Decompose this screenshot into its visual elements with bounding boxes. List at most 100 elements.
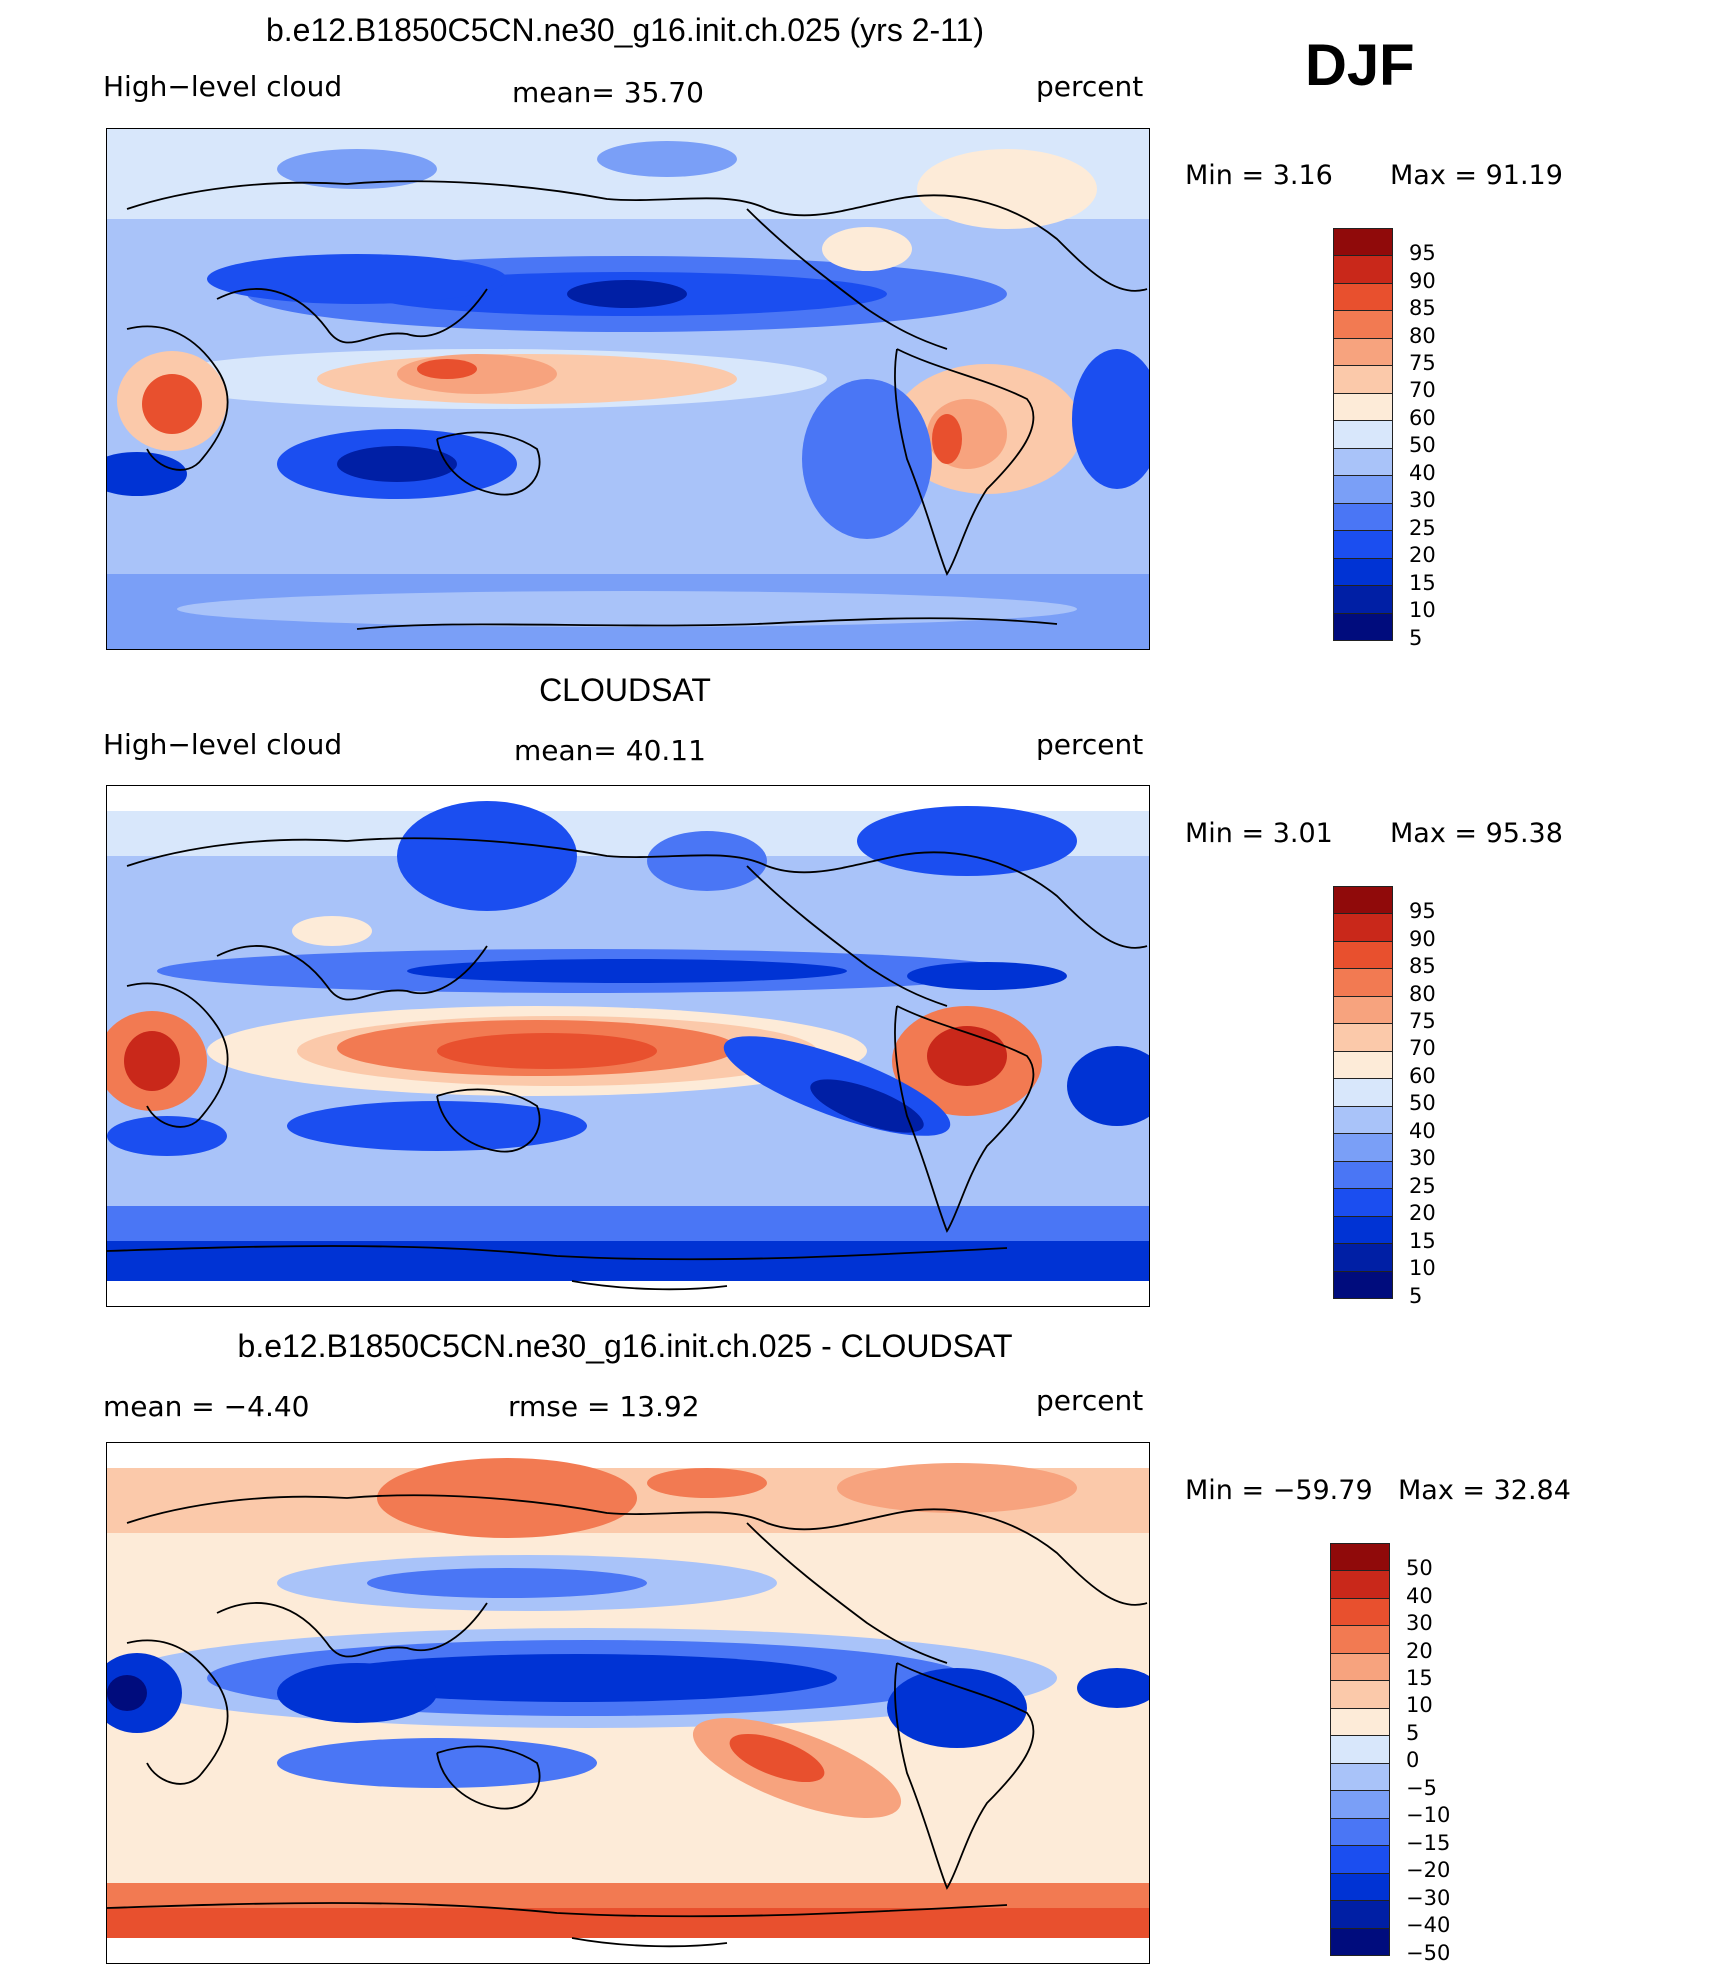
panel3-colorbar-tick-label: 15 (1406, 1665, 1433, 1690)
panel1-colorbar-swatch (1333, 228, 1393, 257)
panel1-colorbar-tick-label: 60 (1409, 405, 1436, 430)
panel1-colorbar-swatch (1333, 337, 1393, 367)
panel3-colorbar-tick-label: −15 (1406, 1830, 1451, 1855)
panel3-colorbar-tick-label: 5 (1406, 1720, 1420, 1745)
panel1-colorbar-tick-label: 85 (1409, 296, 1436, 321)
panel2-colorbar-swatch (1333, 1023, 1393, 1052)
panel2-units-label: percent (1036, 728, 1144, 761)
panel1-colorbar-swatch (1333, 392, 1393, 422)
panel2-min-label: Min = 3.01 (1185, 818, 1333, 849)
panel2-colorbar-tick-label: 75 (1409, 1008, 1436, 1033)
panel2-mean-label: mean= 40.11 (514, 734, 706, 767)
panel1-colorbar-tick-label: 10 (1409, 598, 1436, 623)
panel2-colorbar-tick-label: 60 (1409, 1063, 1436, 1088)
panel3-colorbar-swatch (1330, 1845, 1390, 1874)
panel3-colorbar-tick-label: 0 (1406, 1748, 1420, 1773)
panel3-colorbar-tick-label: 30 (1406, 1611, 1433, 1636)
panel1-colorbar-swatch (1333, 475, 1393, 504)
panel3-min-label: Min = −59.79 (1185, 1475, 1373, 1506)
panel1-colorbar-swatch (1333, 612, 1393, 641)
panel2-colorbar-tick-label: 80 (1409, 981, 1436, 1006)
panel3-colorbar-tick-label: −20 (1406, 1858, 1451, 1883)
panel3-colorbar-swatch (1330, 1927, 1390, 1956)
panel2-colorbar-swatch (1333, 1078, 1393, 1107)
panel1-variable-label: High−level cloud (103, 70, 343, 103)
panel3-colorbar-swatch (1330, 1680, 1390, 1709)
panel2-colorbar-swatch (1333, 886, 1393, 915)
panel1-colorbar-swatch (1333, 420, 1393, 449)
panel3-colorbar-swatch (1330, 1817, 1390, 1847)
panel1-colorbar-tick-label: 50 (1409, 433, 1436, 458)
panel2-colorbar-tick-label: 5 (1409, 1283, 1423, 1308)
panel2-colorbar-tick-label: 70 (1409, 1036, 1436, 1061)
panel1-colorbar-swatch (1333, 557, 1393, 587)
panel3-colorbar-swatch (1330, 1735, 1390, 1764)
panel2-colorbar-tick-label: 10 (1409, 1256, 1436, 1281)
panel1-colorbar-tick-label: 90 (1409, 268, 1436, 293)
panel1-colorbar-tick-label: 15 (1409, 570, 1436, 595)
season-label: DJF (1305, 33, 1415, 98)
panel1-map (106, 128, 1150, 650)
panel1-colorbar-tick-label: 80 (1409, 323, 1436, 348)
panel3-colorbar-tick-label: 20 (1406, 1638, 1433, 1663)
panel1-colorbar-swatch (1333, 255, 1393, 284)
panel2-colorbar-swatch (1333, 1243, 1393, 1272)
panel3-colorbar-tick-label: 10 (1406, 1693, 1433, 1718)
panel1-colorbar-tick-label: 25 (1409, 515, 1436, 540)
panel2-colorbar-swatch (1333, 940, 1393, 970)
panel3-colorbar-tick-label: −40 (1406, 1913, 1451, 1938)
panel2-colorbar-swatch (1333, 1050, 1393, 1080)
panel3-colorbar-swatch (1330, 1762, 1390, 1792)
panel1-colorbar-tick-label: 95 (1409, 241, 1436, 266)
panel1-colorbar: 95 90 85 80 75 70 60 50 40 30 25 20 15 10 5 (1333, 228, 1473, 650)
panel3-colorbar-swatch (1330, 1790, 1390, 1819)
panel1-colorbar-swatch (1333, 447, 1393, 477)
panel2-colorbar-tick-label: 15 (1409, 1228, 1436, 1253)
panel3-colorbar-tick-label: −50 (1406, 1940, 1451, 1965)
panel2-map (106, 785, 1150, 1307)
panel2-colorbar-swatch (1333, 1105, 1393, 1135)
panel1-colorbar-tick-label: 5 (1409, 625, 1423, 650)
panel3-colorbar-tick-label: −10 (1406, 1803, 1451, 1828)
panel2-colorbar-tick-label: 90 (1409, 926, 1436, 951)
panel1-colorbar-swatch (1333, 365, 1393, 394)
panel2-colorbar-tick-label: 30 (1409, 1146, 1436, 1171)
panel3-rmse-label: rmse = 13.92 (508, 1390, 700, 1423)
panel3-colorbar-tick-label: −30 (1406, 1885, 1451, 1910)
panel2-colorbar-swatch (1333, 968, 1393, 997)
panel3-colorbar-tick-label: 50 (1406, 1556, 1433, 1581)
panel3-colorbar-swatch (1330, 1597, 1390, 1627)
panel2-max-label: Max = 95.38 (1390, 818, 1563, 849)
panel3-colorbar-swatch (1330, 1652, 1390, 1682)
panel2-colorbar-swatch (1333, 1133, 1393, 1162)
panel2-colorbar: 95 90 85 80 75 70 60 50 40 30 25 20 15 10 5 (1333, 886, 1473, 1308)
panel3-units-label: percent (1036, 1384, 1144, 1417)
panel2-title: CLOUDSAT (539, 672, 711, 708)
panel2-colorbar-tick-label: 85 (1409, 954, 1436, 979)
panel2-colorbar-swatch (1333, 1215, 1393, 1245)
panel1-max-label: Max = 91.19 (1390, 160, 1563, 191)
panel2-colorbar-tick-label: 25 (1409, 1173, 1436, 1198)
panel2-colorbar-tick-label: 40 (1409, 1118, 1436, 1143)
panel1-title: b.e12.B1850C5CN.ne30_g16.init.ch.025 (yr… (265, 12, 985, 48)
panel1-mean-label: mean= 35.70 (512, 76, 704, 109)
panel1-colorbar-tick-label: 20 (1409, 543, 1436, 568)
panel2-colorbar-swatch (1333, 1188, 1393, 1217)
panel2-colorbar-swatch (1333, 913, 1393, 942)
panel3-colorbar-swatch (1330, 1707, 1390, 1737)
panel3-map (106, 1442, 1150, 1964)
panel1-colorbar-tick-label: 40 (1409, 460, 1436, 485)
panel3-colorbar: 50 40 30 20 15 10 5 0 −5 −10 −15 −20 −30 −40 −50 (1330, 1543, 1480, 1965)
panel2-colorbar-tick-label: 95 (1409, 899, 1436, 924)
panel2-colorbar-swatch (1333, 1270, 1393, 1299)
panel2-colorbar-tick-label: 50 (1409, 1091, 1436, 1116)
panel1-colorbar-tick-label: 30 (1409, 488, 1436, 513)
panel3-max-label: Max = 32.84 (1398, 1475, 1571, 1506)
panel2-colorbar-swatch (1333, 1160, 1393, 1190)
panel2-variable-label: High−level cloud (103, 728, 343, 761)
panel3-colorbar-tick-label: −5 (1406, 1775, 1437, 1800)
panel3-colorbar-swatch (1330, 1570, 1390, 1599)
panel3-mean-label: mean = −4.40 (103, 1390, 310, 1423)
panel1-colorbar-swatch (1333, 282, 1393, 312)
panel1-colorbar-swatch (1333, 502, 1393, 532)
